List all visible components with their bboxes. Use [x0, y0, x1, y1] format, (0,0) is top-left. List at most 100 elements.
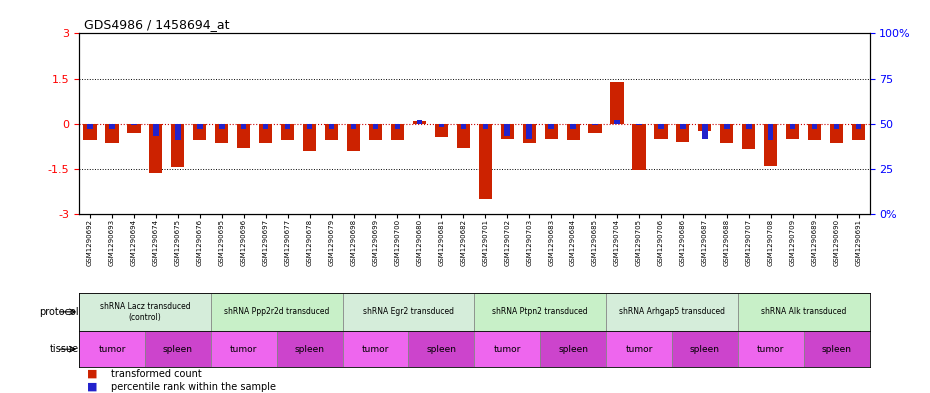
- Bar: [241, 124, 246, 129]
- Text: GSM1290708: GSM1290708: [768, 219, 774, 266]
- Bar: [342, 331, 408, 367]
- Bar: [79, 293, 211, 331]
- Bar: [737, 293, 870, 331]
- Bar: [479, 124, 492, 199]
- Bar: [277, 331, 342, 367]
- Text: tumor: tumor: [757, 345, 784, 354]
- Bar: [702, 124, 708, 139]
- Text: ■: ■: [87, 369, 98, 379]
- Bar: [394, 124, 400, 129]
- Bar: [737, 331, 804, 367]
- Text: GSM1290707: GSM1290707: [746, 219, 751, 266]
- Bar: [474, 331, 540, 367]
- Bar: [325, 124, 339, 140]
- Bar: [606, 293, 737, 331]
- Bar: [698, 124, 711, 131]
- Text: ■: ■: [87, 382, 98, 391]
- Bar: [79, 331, 145, 367]
- Bar: [808, 124, 821, 140]
- Text: GSM1290675: GSM1290675: [175, 219, 180, 266]
- Text: transformed count: transformed count: [111, 369, 202, 379]
- Text: GSM1290679: GSM1290679: [328, 219, 335, 266]
- Bar: [435, 124, 448, 137]
- Bar: [483, 124, 488, 129]
- Text: GSM1290697: GSM1290697: [262, 219, 269, 266]
- Bar: [566, 124, 579, 140]
- Bar: [549, 124, 554, 129]
- Bar: [671, 331, 737, 367]
- Bar: [408, 331, 474, 367]
- Bar: [84, 124, 97, 140]
- Text: spleen: spleen: [821, 345, 852, 354]
- Bar: [790, 124, 795, 129]
- Bar: [211, 331, 277, 367]
- Text: GSM1290686: GSM1290686: [680, 219, 686, 266]
- Bar: [219, 124, 224, 129]
- Bar: [460, 124, 466, 129]
- Text: shRNA Alk transduced: shRNA Alk transduced: [761, 307, 846, 316]
- Bar: [439, 124, 445, 127]
- Bar: [329, 124, 334, 129]
- Bar: [592, 124, 598, 125]
- Text: GSM1290701: GSM1290701: [483, 219, 488, 266]
- Text: GSM1290683: GSM1290683: [548, 219, 554, 266]
- Bar: [856, 124, 861, 129]
- Bar: [369, 124, 382, 140]
- Bar: [655, 124, 668, 139]
- Bar: [764, 124, 777, 166]
- Text: tissue: tissue: [49, 344, 79, 354]
- Bar: [500, 124, 514, 139]
- Bar: [746, 124, 751, 129]
- Text: spleen: spleen: [295, 345, 325, 354]
- Text: GSM1290709: GSM1290709: [790, 219, 796, 266]
- Text: GSM1290702: GSM1290702: [504, 219, 511, 266]
- Text: GSM1290706: GSM1290706: [658, 219, 664, 266]
- Bar: [215, 124, 229, 143]
- Bar: [812, 124, 817, 129]
- Text: GSM1290674: GSM1290674: [153, 219, 159, 266]
- Bar: [804, 331, 870, 367]
- Bar: [175, 124, 180, 140]
- Bar: [540, 331, 606, 367]
- Bar: [742, 124, 755, 149]
- Bar: [606, 331, 671, 367]
- Text: GSM1290680: GSM1290680: [417, 219, 422, 266]
- Bar: [615, 120, 619, 124]
- Bar: [153, 124, 159, 136]
- Bar: [786, 124, 799, 139]
- Text: spleen: spleen: [690, 345, 720, 354]
- Bar: [852, 124, 865, 140]
- Text: shRNA Ppp2r2d transduced: shRNA Ppp2r2d transduced: [224, 307, 329, 316]
- Bar: [680, 124, 685, 129]
- Text: GSM1290687: GSM1290687: [702, 219, 708, 266]
- Bar: [720, 124, 734, 143]
- Bar: [636, 124, 642, 125]
- Bar: [658, 124, 664, 129]
- Bar: [211, 293, 342, 331]
- Bar: [307, 124, 312, 129]
- Text: shRNA Egr2 transduced: shRNA Egr2 transduced: [363, 307, 454, 316]
- Text: shRNA Arhgap5 transduced: shRNA Arhgap5 transduced: [619, 307, 724, 316]
- Bar: [347, 124, 360, 151]
- Bar: [457, 124, 470, 148]
- Text: shRNA Ptpn2 transduced: shRNA Ptpn2 transduced: [492, 307, 588, 316]
- Bar: [197, 124, 203, 129]
- Bar: [127, 124, 140, 133]
- Bar: [145, 331, 211, 367]
- Bar: [830, 124, 844, 143]
- Bar: [105, 124, 119, 143]
- Text: GSM1290693: GSM1290693: [109, 219, 115, 266]
- Text: GSM1290695: GSM1290695: [219, 219, 225, 266]
- Bar: [285, 124, 290, 129]
- Bar: [171, 124, 184, 167]
- Bar: [724, 124, 729, 129]
- Bar: [109, 124, 114, 129]
- Text: tumor: tumor: [99, 345, 126, 354]
- Text: GSM1290690: GSM1290690: [833, 219, 840, 266]
- Bar: [834, 124, 840, 129]
- Bar: [193, 124, 206, 140]
- Text: GSM1290692: GSM1290692: [87, 219, 93, 266]
- Bar: [417, 120, 422, 124]
- Bar: [545, 124, 558, 139]
- Bar: [474, 293, 606, 331]
